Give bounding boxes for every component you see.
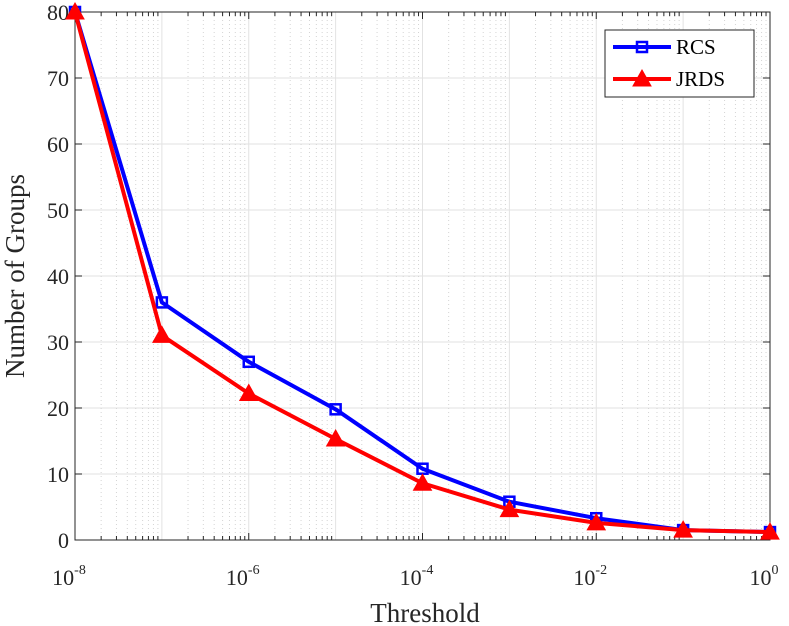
series-layer	[65, 1, 780, 540]
legend-marker-jrds	[632, 68, 652, 87]
y-tick-label: 20	[47, 396, 69, 421]
axes: 0 10 20 30 40 50 60 70 80 10-8 10-6 10-4 10-2 100	[47, 0, 779, 590]
y-tick-label: 60	[47, 132, 69, 157]
legend: RCS JRDS	[604, 29, 755, 98]
x-tick-label: 10-4	[400, 563, 434, 590]
y-tick-label: 40	[47, 264, 69, 289]
data-point-jrds	[412, 473, 433, 491]
x-tick-label: 10-2	[573, 563, 607, 590]
legend-label-jrds: JRDS	[676, 67, 725, 91]
data-point-jrds	[152, 325, 172, 343]
data-point-jrds	[238, 383, 259, 401]
data-point-jrds	[325, 429, 346, 447]
data-point-rcs	[242, 355, 255, 369]
data-point-jrds	[673, 520, 693, 538]
legend-label-rcs: RCS	[676, 35, 716, 59]
y-tick-label: 50	[47, 198, 69, 223]
y-tick-label: 70	[47, 66, 69, 91]
legend-box	[604, 29, 755, 98]
y-tick-label: 0	[58, 528, 69, 553]
x-tick-label: 10-8	[52, 563, 86, 590]
legend-marker-rcs	[635, 40, 649, 54]
data-point-rcs	[155, 296, 169, 309]
x-tick-label: 100	[750, 563, 779, 590]
x-tick-label: 10-6	[226, 563, 260, 590]
y-tick-label: 30	[47, 330, 69, 355]
x-axis-title: Threshold	[370, 598, 480, 626]
data-point-jrds	[65, 1, 85, 20]
data-point-jrds	[586, 512, 607, 531]
y-axis-title: Number of Groups	[0, 174, 30, 378]
data-point-jrds	[499, 499, 520, 518]
data-point-rcs	[329, 403, 342, 416]
y-tick-label: 10	[47, 462, 69, 487]
data-point-jrds	[760, 522, 780, 540]
y-tick-label: 80	[47, 0, 69, 25]
